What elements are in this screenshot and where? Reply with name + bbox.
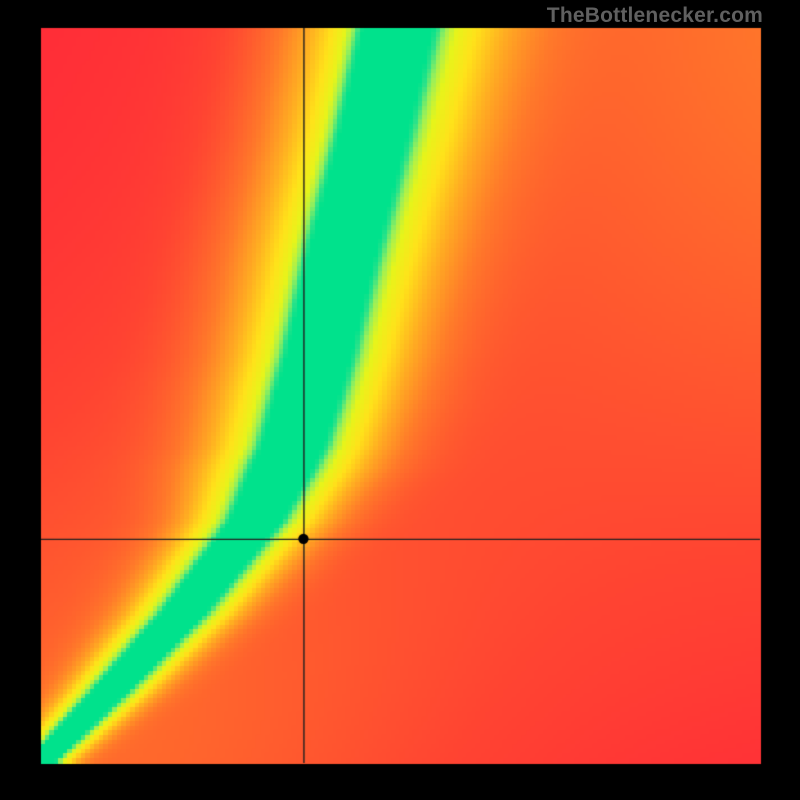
chart-stage: { "canvas": { "width_px": 800, "height_p… bbox=[0, 0, 800, 800]
heatmap-canvas bbox=[0, 0, 800, 800]
watermark-text: TheBottlenecker.com bbox=[547, 4, 763, 28]
